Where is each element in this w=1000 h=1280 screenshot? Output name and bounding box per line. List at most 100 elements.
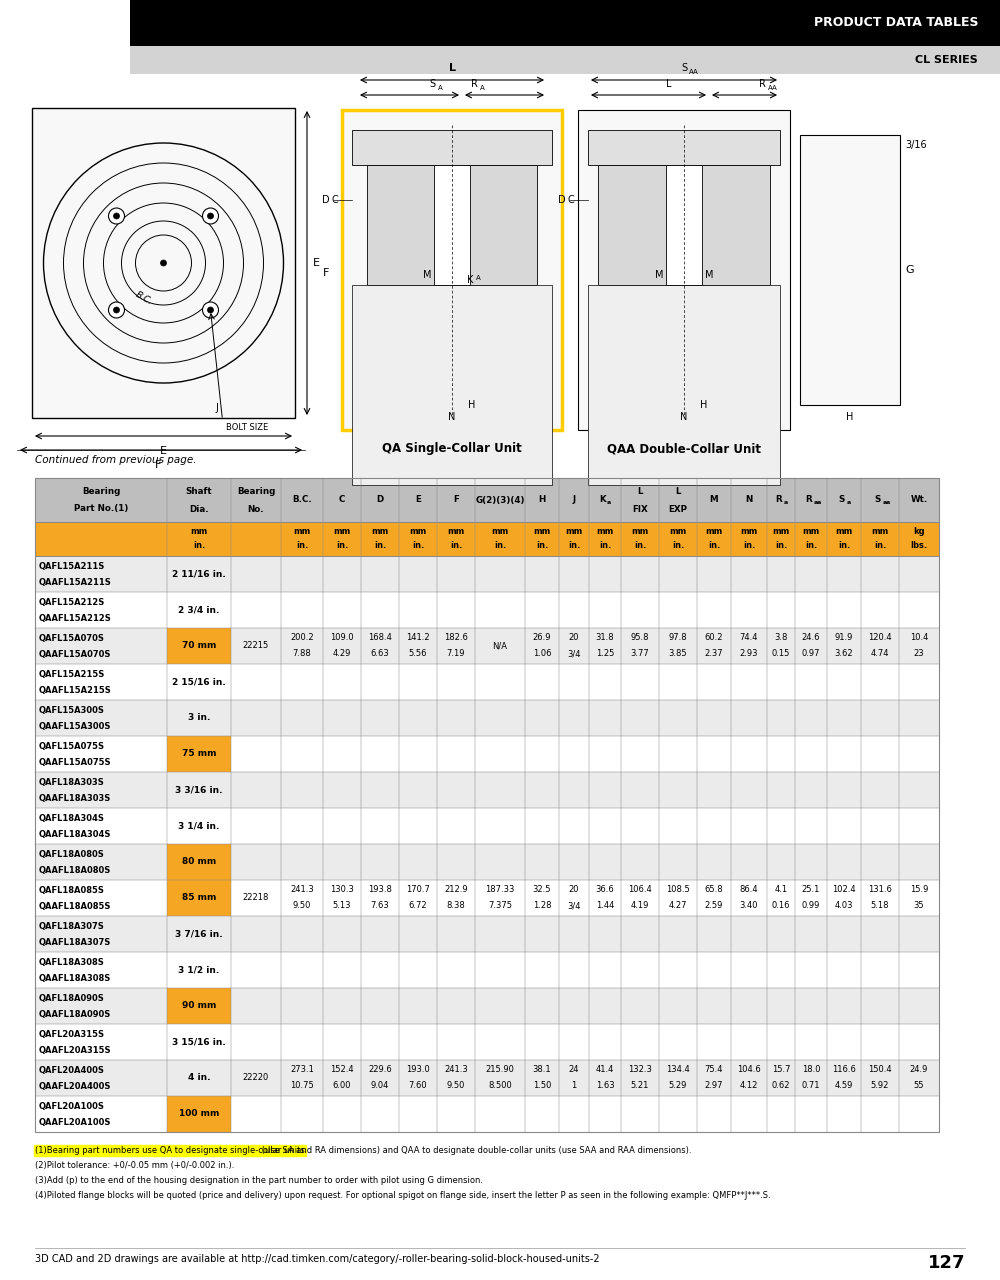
Text: 10.4: 10.4 <box>910 634 928 643</box>
Text: L: L <box>666 79 672 90</box>
Text: 41.4: 41.4 <box>596 1065 614 1074</box>
Bar <box>35 628 939 664</box>
Text: 22220: 22220 <box>243 1074 269 1083</box>
Text: 2 3/4 in.: 2 3/4 in. <box>178 605 220 614</box>
Text: R: R <box>759 79 765 90</box>
Text: 4.12: 4.12 <box>740 1082 758 1091</box>
Bar <box>35 477 939 1132</box>
Text: (3)Add (p) to the end of the housing designation in the part number to order wit: (3)Add (p) to the end of the housing des… <box>35 1176 483 1185</box>
Bar <box>598 165 770 285</box>
Bar <box>167 844 231 881</box>
Text: N: N <box>745 495 753 504</box>
Text: 6.63: 6.63 <box>371 649 389 658</box>
Text: (1)Bearing part numbers use QA to designate single-collar units: (1)Bearing part numbers use QA to design… <box>35 1146 305 1155</box>
Text: in.: in. <box>838 541 850 550</box>
Text: M: M <box>655 270 663 280</box>
Text: 4.27: 4.27 <box>669 901 687 910</box>
Text: 24.6: 24.6 <box>802 634 820 643</box>
Bar <box>588 285 780 485</box>
Text: 24.9: 24.9 <box>910 1065 928 1074</box>
Text: 85 mm: 85 mm <box>182 893 216 902</box>
Text: 0.16: 0.16 <box>772 901 790 910</box>
Text: K: K <box>467 275 473 285</box>
Text: 7.88: 7.88 <box>293 649 311 658</box>
Text: G: G <box>905 265 914 275</box>
Text: 5.29: 5.29 <box>669 1082 687 1091</box>
Bar <box>35 477 939 522</box>
Circle shape <box>108 302 124 317</box>
Circle shape <box>160 260 166 266</box>
Text: kg: kg <box>913 527 925 536</box>
Text: 187.33: 187.33 <box>485 886 515 895</box>
Text: 10.75: 10.75 <box>290 1082 314 1091</box>
Text: in.: in. <box>708 541 720 550</box>
Text: A: A <box>438 84 443 91</box>
Text: 65.8: 65.8 <box>705 886 723 895</box>
Text: mm: mm <box>596 527 614 536</box>
Text: D: D <box>322 195 330 205</box>
Text: QAFL18A085S: QAFL18A085S <box>39 886 105 895</box>
Text: R: R <box>806 495 812 504</box>
Bar <box>35 1024 939 1060</box>
Text: 22215: 22215 <box>243 641 269 650</box>
Text: mm: mm <box>835 527 853 536</box>
Text: 1.25: 1.25 <box>596 649 614 658</box>
Text: 95.8: 95.8 <box>631 634 649 643</box>
Text: 20: 20 <box>569 634 579 643</box>
Text: 3.85: 3.85 <box>669 649 687 658</box>
Circle shape <box>202 207 218 224</box>
Bar <box>35 881 939 916</box>
Text: 3 in.: 3 in. <box>188 713 210 722</box>
Text: K: K <box>600 495 606 504</box>
Text: G(2)(3)(4): G(2)(3)(4) <box>475 495 525 504</box>
Text: 4.59: 4.59 <box>835 1082 853 1091</box>
Text: 1.06: 1.06 <box>533 649 551 658</box>
Text: in.: in. <box>672 541 684 550</box>
Text: 2.37: 2.37 <box>705 649 723 658</box>
Text: 9.50: 9.50 <box>447 1082 465 1091</box>
Text: mm: mm <box>669 527 687 536</box>
Text: QAFL15A211S: QAFL15A211S <box>39 562 105 571</box>
Text: 1.44: 1.44 <box>596 901 614 910</box>
Text: 3/16: 3/16 <box>905 140 927 150</box>
Text: 3 7/16 in.: 3 7/16 in. <box>175 929 223 938</box>
Text: in.: in. <box>296 541 308 550</box>
Text: B.C.: B.C. <box>292 495 312 504</box>
Text: in.: in. <box>494 541 506 550</box>
Text: 1.28: 1.28 <box>533 901 551 910</box>
Text: 4.74: 4.74 <box>871 649 889 658</box>
Text: 132.3: 132.3 <box>628 1065 652 1074</box>
Text: 0.99: 0.99 <box>802 901 820 910</box>
Text: lbs.: lbs. <box>910 541 928 550</box>
Bar <box>167 628 231 664</box>
Text: QAFL18A090S: QAFL18A090S <box>39 993 105 1002</box>
Text: 134.4: 134.4 <box>666 1065 690 1074</box>
Text: 74.4: 74.4 <box>740 634 758 643</box>
Text: 116.6: 116.6 <box>832 1065 856 1074</box>
Text: 229.6: 229.6 <box>368 1065 392 1074</box>
Text: 25.1: 25.1 <box>802 886 820 895</box>
Text: QAAFL20A315S: QAAFL20A315S <box>39 1046 112 1055</box>
Text: QAAFL18A303S: QAAFL18A303S <box>39 794 111 803</box>
Text: in.: in. <box>634 541 646 550</box>
Text: 273.1: 273.1 <box>290 1065 314 1074</box>
Text: 9.50: 9.50 <box>293 901 311 910</box>
Text: QA Single-Collar Unit: QA Single-Collar Unit <box>382 442 522 454</box>
Text: 97.8: 97.8 <box>669 634 687 643</box>
Text: L: L <box>637 486 643 495</box>
Bar <box>35 1096 939 1132</box>
Text: H: H <box>700 399 708 410</box>
Text: 127: 127 <box>928 1254 965 1272</box>
Circle shape <box>202 302 218 317</box>
Bar <box>352 131 552 165</box>
Text: Part No.(1): Part No.(1) <box>74 504 128 513</box>
Text: in.: in. <box>536 541 548 550</box>
Text: 241.3: 241.3 <box>290 886 314 895</box>
Text: N: N <box>680 412 688 422</box>
Text: 55: 55 <box>914 1082 924 1091</box>
Text: 26.9: 26.9 <box>533 634 551 643</box>
Text: mm: mm <box>190 527 208 536</box>
Text: 120.4: 120.4 <box>868 634 892 643</box>
Text: 8.500: 8.500 <box>488 1082 512 1091</box>
Text: 91.9: 91.9 <box>835 634 853 643</box>
